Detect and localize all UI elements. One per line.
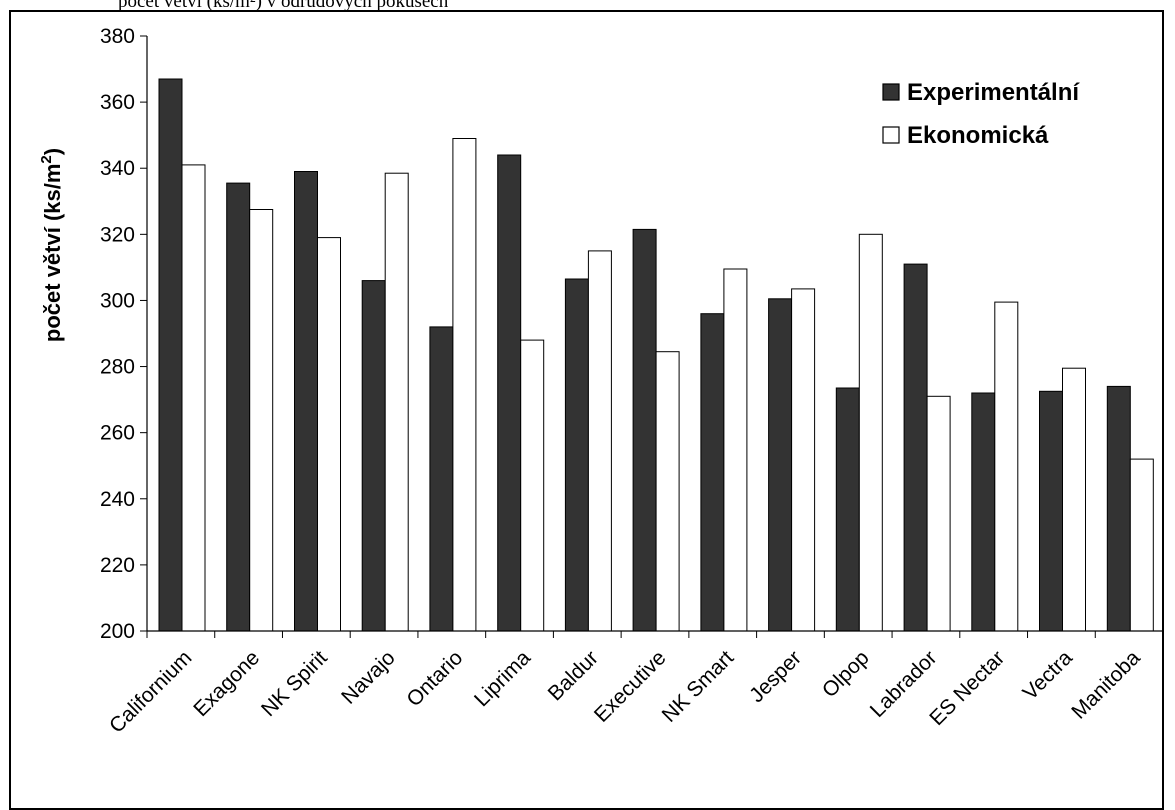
y-tick-label: 200 — [100, 620, 135, 643]
legend-swatch — [882, 126, 900, 144]
bar-series2-labrador — [926, 395, 951, 632]
bar-series1-manitoba — [1106, 385, 1131, 632]
chart-frame: počet větví (ks/m2) Experimentální Ekonom… — [9, 10, 1164, 810]
bar-series1-nk-smart — [700, 313, 725, 632]
x-category-label: Olpop — [818, 646, 874, 702]
bar-series1-exagone — [226, 182, 251, 632]
bar-series1-olpop — [835, 387, 860, 632]
y-axis-title-sup: 2 — [38, 155, 55, 163]
x-category-label: Ontario — [402, 646, 467, 711]
bar-series1-es-nectar — [971, 392, 996, 632]
figure-caption: počet větví (ks/m²) v odrůdových pokusec… — [118, 0, 449, 12]
y-tick-label: 320 — [100, 223, 135, 246]
x-category-label: Exagone — [189, 646, 264, 721]
y-tick-label: 280 — [100, 356, 135, 379]
y-axis-title-main: počet větví (ks/m — [40, 164, 65, 343]
y-axis-title: počet větví (ks/m2) — [38, 148, 65, 342]
bar-series2-manitoba — [1129, 458, 1154, 632]
y-tick-label: 300 — [100, 289, 135, 312]
bar-series1-nk-spirit — [294, 171, 318, 632]
y-ticks-layer: 200 220 240 260 280 300 320 340 360 380 — [100, 25, 147, 643]
bar-series2-liprima — [520, 339, 545, 632]
axes-layer — [146, 36, 1162, 632]
y-tick-label: 360 — [100, 91, 135, 114]
bar-series2-jesper — [791, 288, 816, 632]
y-axis-title-end: ) — [40, 148, 65, 155]
x-category-label: Jesper — [745, 646, 806, 707]
y-tick-label: 260 — [100, 422, 135, 445]
x-category-label: Executive — [590, 646, 671, 727]
svg-text:počet větví (ks/m2): počet větví (ks/m2) — [38, 148, 65, 342]
x-category-label: Baldur — [544, 646, 603, 705]
y-tick-label: 380 — [100, 25, 135, 48]
bar-series1-liprima — [497, 154, 522, 632]
bar-series2-californium — [181, 164, 206, 632]
bar-series1-vectra — [1039, 390, 1063, 632]
y-tick-label: 240 — [100, 488, 135, 511]
bar-series2-navajo — [384, 172, 409, 632]
x-category-label: Manitoba — [1067, 646, 1145, 724]
bar-chart: počet větví (ks/m2) Experimentální Ekonom… — [38, 25, 1162, 738]
bar-series1-ontario — [429, 326, 454, 632]
bar-series2-executive — [655, 351, 680, 632]
bar-series1-californium — [158, 78, 183, 632]
x-category-label: ES Nectar — [925, 646, 1009, 730]
y-tick-label: 340 — [100, 157, 135, 180]
bar-series2-nk-spirit — [317, 237, 341, 632]
bar-series2-ontario — [452, 138, 477, 632]
bar-series1-labrador — [903, 263, 928, 632]
bar-series2-nk-smart — [723, 268, 748, 632]
x-category-label: NK Smart — [658, 646, 739, 727]
legend-label: Ekonomická — [907, 122, 1049, 149]
figure-caption-strip: počet větví (ks/m²) v odrůdových pokusec… — [0, 0, 1175, 14]
bar-series2-baldur — [587, 250, 612, 632]
y-tick-label: 220 — [100, 554, 135, 577]
x-category-label: Navajo — [337, 646, 399, 708]
bar-series1-navajo — [361, 280, 386, 632]
x-category-label: NK Spirit — [257, 646, 332, 721]
x-category-label: Californium — [105, 646, 196, 737]
bar-series1-executive — [632, 228, 657, 632]
bar-series1-jesper — [768, 298, 793, 632]
legend: Experimentální Ekonomická — [882, 79, 1080, 149]
bar-series2-olpop — [858, 233, 883, 632]
bar-series2-vectra — [1062, 367, 1086, 632]
x-category-label: Vectra — [1019, 646, 1078, 705]
bars-layer — [158, 78, 1154, 632]
bar-series2-exagone — [249, 209, 274, 632]
legend-label: Experimentální — [907, 79, 1080, 106]
legend-swatch — [882, 83, 900, 101]
bar-series2-es-nectar — [994, 301, 1019, 632]
x-category-label: Liprima — [470, 646, 535, 711]
bar-series1-baldur — [564, 278, 589, 632]
